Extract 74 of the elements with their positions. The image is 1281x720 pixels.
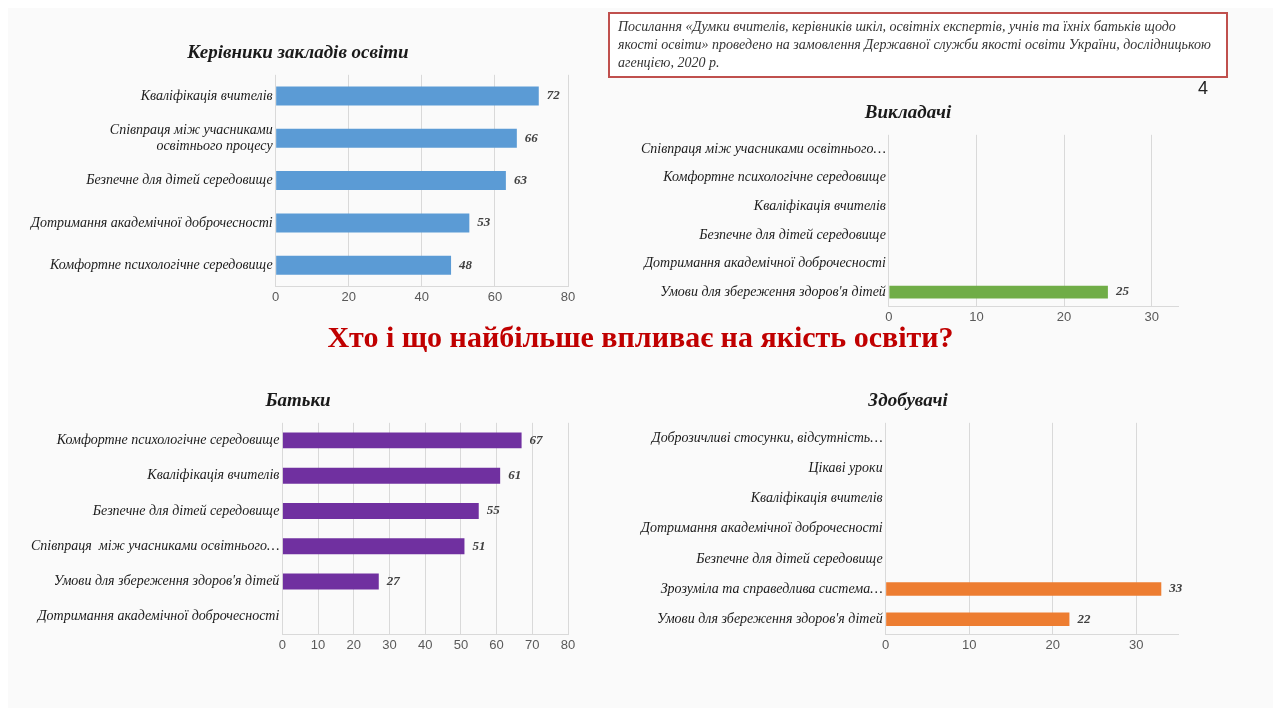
y-tick-label: Дотримання академічної доброчесності [28,214,273,230]
y-tick-label: Безпечне для дітей середовище [695,550,883,566]
y-tick-label: Доброзичливі стосунки, відсутність… [649,429,883,445]
y-tick-label: Зрозуміла та справедлива система… [660,580,883,596]
chart-title: Здобувачі [867,389,949,411]
bar [276,171,506,191]
chart-title: Викладачі [863,101,952,123]
bar [282,467,501,484]
data-label: 55 [486,502,501,518]
x-tick-label: 0 [272,288,280,304]
y-tick-label: Кваліфікація вчителів [749,490,883,506]
x-tick-label: 40 [414,288,430,304]
x-tick-label: 20 [341,288,356,304]
y-tick-label: Безпечне для дітей середовище [85,172,273,188]
x-tick-label: 20 [1045,636,1060,652]
y-tick-label: Кваліфікація вчителів [139,87,273,103]
data-label: 66 [524,129,539,145]
x-tick-label: 50 [453,636,469,652]
y-tick-label: Умови для збереження здоров'я дітей [53,573,280,589]
y-tick-label: Комфортне психологічне середовище [662,169,886,185]
chart-title: Батьки [264,389,331,411]
data-label: 33 [1168,580,1183,596]
x-tick-label: 30 [382,636,397,652]
chart-title: Керівники закладів освіти [186,41,409,63]
x-tick-label: 80 [560,636,576,652]
y-tick-label: Комфортне психологічне середовище [49,256,273,272]
bar [276,128,517,148]
text: 4 [1198,78,1209,99]
x-tick-label: 30 [1144,308,1159,324]
y-tick-label: Умови для збереження здоров'я дітей [660,283,886,299]
y-tick-label: Дотримання академічної доброчесності [638,520,883,536]
bar [282,432,522,449]
x-tick-label: 0 [278,636,286,652]
bar [276,255,452,275]
y-tick-label: Дотримання академічної доброчесності [35,608,280,624]
x-tick-label: 10 [310,636,326,652]
y-tick-label: Безпечне для дітей середовище [698,226,886,242]
bar [282,503,479,519]
data-label: 22 [1076,610,1091,626]
y-tick-label: Співпраця між учасниками освітнього процесу [109,121,274,154]
x-tick-label: 0 [882,636,890,652]
x-tick-label: 40 [417,636,433,652]
data-label: 72 [546,87,561,103]
text: Посилання «Думки вчителів, керівників шкіл, освітніх експертів, учнів та їхніх батьків щодо якості освіти» проведено на замовлення Державної служби якості освіти України, дослідницькою агенцією, 2020 р. [608,12,1228,78]
x-tick-label: 10 [969,308,984,324]
x-tick-label: 70 [525,636,540,652]
data-label: 48 [458,256,473,272]
bar [282,573,379,590]
x-tick-label: 60 [487,288,503,304]
x-tick-label: 10 [961,636,977,652]
bar [276,86,539,106]
y-tick-label: Безпечне для дітей середовище [91,502,280,518]
x-tick-label: 20 [1056,308,1072,324]
y-tick-label: Цікаві уроки [807,459,883,475]
x-tick-label: 80 [560,288,576,304]
data-label: 67 [529,431,544,447]
data-label: 51 [472,537,486,553]
y-tick-label: Співпраця між учасниками освітнього… [640,140,886,156]
y-tick-label: Кваліфікація вчителів [752,197,886,213]
y-tick-label: Дотримання академічної доброчесності [642,255,886,271]
data-label: 63 [513,171,528,187]
bar [282,538,465,555]
bar [276,213,470,233]
x-tick-label: 20 [346,636,362,652]
data-label: 25 [1114,283,1130,299]
x-tick-label: 60 [489,636,504,652]
y-tick-label: Комфортне психологічне середовище [55,432,280,448]
x-tick-label: 30 [1129,636,1144,652]
y-tick-label: Умови для збереження здоров'я дітей [656,610,883,626]
data-label: 61 [508,467,522,483]
data-label: 53 [477,214,491,230]
y-tick-label: Кваліфікація вчителів [146,467,280,483]
data-label: 27 [385,572,401,588]
y-tick-label: Співпраця між учасниками освітнього… [30,537,280,553]
